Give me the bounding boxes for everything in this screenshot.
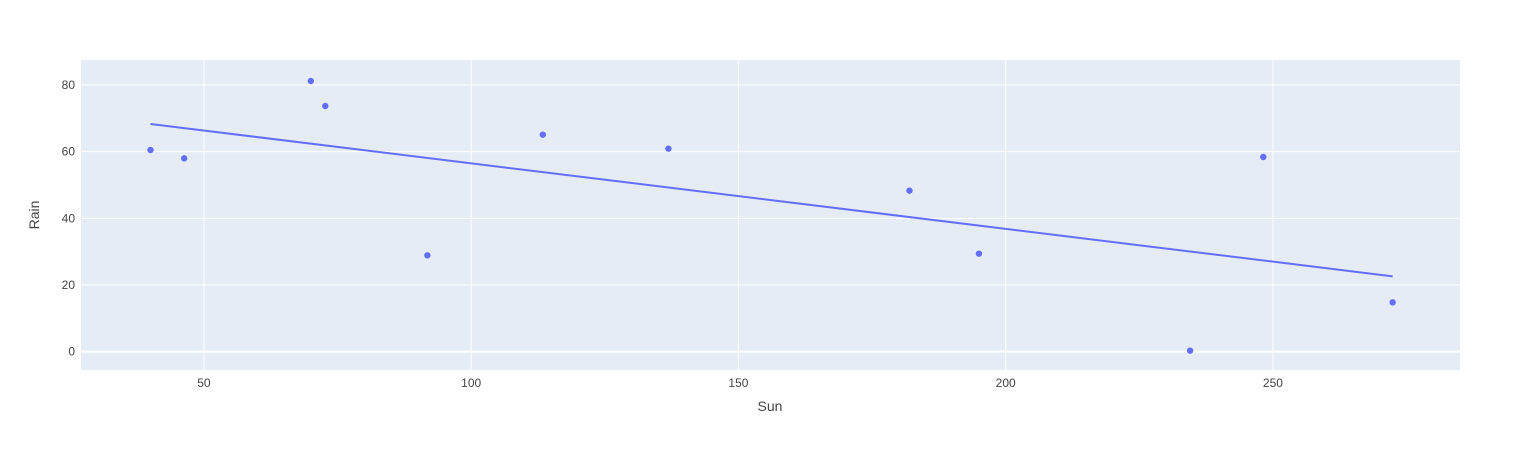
y-tick-label: 80 <box>62 78 76 92</box>
x-tick-label: 200 <box>996 376 1016 390</box>
x-tick-label: 250 <box>1263 376 1283 390</box>
data-point <box>147 146 154 154</box>
data-point <box>307 77 315 85</box>
data-point <box>975 250 983 257</box>
x-axis-ticks: 50 100 150 200 250 <box>197 376 1283 390</box>
y-axis-ticks: 0 20 40 60 80 <box>62 78 76 359</box>
data-point <box>1186 347 1194 354</box>
y-tick-label: 60 <box>62 145 76 159</box>
data-point <box>665 145 672 152</box>
plot-background <box>81 60 1460 370</box>
y-tick-label: 0 <box>68 345 75 359</box>
x-tick-label: 150 <box>728 376 748 390</box>
data-points <box>147 77 1396 354</box>
data-point <box>424 252 431 259</box>
trendline <box>150 123 1393 278</box>
x-tick-label: 50 <box>197 376 211 390</box>
grid-lines <box>81 60 1460 370</box>
data-point <box>180 155 188 162</box>
data-point <box>539 131 547 138</box>
data-point <box>1260 153 1267 161</box>
data-point <box>322 102 329 110</box>
y-axis-title: Rain <box>26 201 42 230</box>
x-axis-title: Sun <box>758 398 783 414</box>
y-tick-label: 20 <box>62 278 76 292</box>
data-point <box>906 187 913 194</box>
x-tick-label: 100 <box>461 376 481 390</box>
trendline-group <box>150 123 1393 278</box>
y-tick-label: 40 <box>62 211 76 225</box>
data-point <box>1389 299 1396 306</box>
